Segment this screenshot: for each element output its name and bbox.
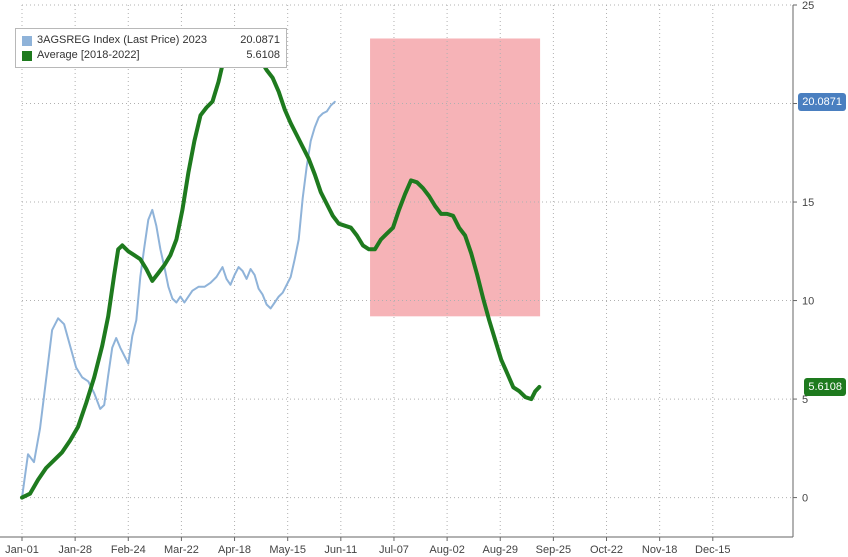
- x-tick-label: May-15: [269, 544, 306, 556]
- legend-label-index: 3AGSREG Index (Last Price) 2023: [37, 34, 207, 46]
- x-tick-label: Aug-29: [482, 544, 517, 556]
- y-tick-label: 5: [802, 394, 808, 406]
- x-tick-label: Feb-24: [111, 544, 146, 556]
- x-tick-label: Jul-07: [379, 544, 409, 556]
- x-tick-label: Oct-22: [590, 544, 623, 556]
- legend-entry-index: 3AGSREG Index (Last Price) 2023 20.0871: [22, 33, 280, 48]
- legend: 3AGSREG Index (Last Price) 2023 20.0871 …: [15, 28, 287, 68]
- x-tick-label: Jun-11: [324, 544, 357, 556]
- legend-entry-average: Average [2018-2022] 5.6108: [22, 48, 280, 63]
- y-tick-labels: 0510152025: [793, 0, 814, 505]
- last-value-badge-average: 5.6108: [804, 378, 846, 397]
- x-tick-labels: Jan-01 Jan-28 Feb-24 Mar-22 Apr-18 May-15 Jun-…: [5, 537, 731, 556]
- legend-swatch-average: [22, 50, 32, 61]
- x-tick-label: Aug-02: [429, 544, 464, 556]
- x-tick-label: Mar-22: [164, 544, 199, 556]
- y-tick-label: 0: [802, 493, 808, 505]
- series-line-average: [20, 42, 542, 500]
- y-tick-label: 15: [802, 197, 814, 209]
- x-tick-label: Nov-18: [642, 544, 677, 556]
- x-tick-label: Sep-25: [536, 544, 571, 556]
- highlight-region: [370, 38, 541, 317]
- x-tick-label: Apr-18: [218, 544, 251, 556]
- y-tick-label: 10: [802, 296, 814, 308]
- grid-lines: [21, 4, 793, 537]
- chart-axes: [0, 5, 794, 538]
- legend-value-average: 5.6108: [246, 49, 280, 61]
- last-value-badge-index: 20.0871: [798, 92, 846, 111]
- legend-value-index: 20.0871: [240, 34, 280, 46]
- x-tick-label: Jan-28: [58, 544, 92, 556]
- x-tick-label: Dec-15: [695, 544, 730, 556]
- legend-label-average: Average [2018-2022]: [37, 49, 140, 61]
- legend-swatch-index: [22, 35, 32, 46]
- y-tick-label: 25: [802, 0, 814, 12]
- highlight-region-rect: [370, 38, 541, 317]
- x-tick-label: Jan-01: [5, 544, 39, 556]
- series-lines: [20, 42, 542, 500]
